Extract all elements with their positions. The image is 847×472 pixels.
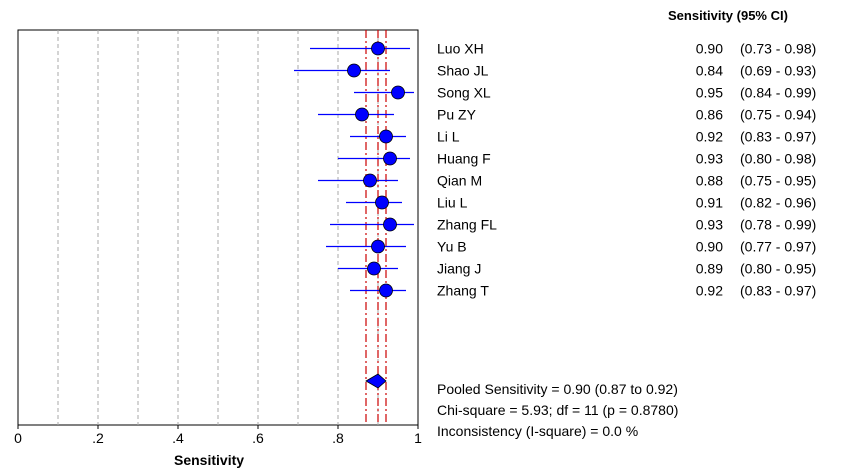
study-value: 0.90 (696, 239, 723, 255)
x-tick-label: .8 (332, 430, 344, 446)
study-value: 0.84 (696, 63, 723, 79)
study-ci-text: (0.73 - 0.98) (740, 41, 816, 57)
study-value: 0.93 (696, 217, 723, 233)
x-axis-title: Sensitivity (174, 452, 245, 468)
study-value: 0.93 (696, 151, 723, 167)
study-value: 0.95 (696, 85, 723, 101)
study-name: Qian M (437, 173, 482, 189)
study-value: 0.89 (696, 261, 723, 277)
study-point (363, 173, 377, 188)
study-name: Luo XH (437, 41, 484, 57)
study-ci-text: (0.83 - 0.97) (740, 283, 816, 299)
study-ci-text: (0.77 - 0.97) (740, 239, 816, 255)
study-ci-text: (0.75 - 0.95) (740, 173, 816, 189)
x-tick-label: .6 (252, 430, 264, 446)
study-point (375, 195, 389, 210)
column-header: Sensitivity (95% CI) (668, 8, 788, 23)
study-name: Yu B (437, 239, 467, 255)
study-value: 0.88 (696, 173, 723, 189)
study-point (383, 151, 397, 166)
study-ci-text: (0.83 - 0.97) (740, 129, 816, 145)
x-tick-label: .2 (92, 430, 104, 446)
study-value: 0.92 (696, 283, 723, 299)
study-point (347, 63, 361, 78)
study-point (379, 129, 393, 144)
study-ci-text: (0.80 - 0.98) (740, 151, 816, 167)
summary-line: Inconsistency (I-square) = 0.0 % (437, 423, 638, 439)
x-tick-label: .4 (172, 430, 184, 446)
study-name: Shao JL (437, 63, 489, 79)
study-value: 0.91 (696, 195, 723, 211)
study-ci-text: (0.84 - 0.99) (740, 85, 816, 101)
study-name: Liu L (437, 195, 468, 211)
study-name: Li L (437, 129, 460, 145)
summary-line: Chi-square = 5.93; df = 11 (p = 0.8780) (437, 402, 678, 418)
study-point (367, 261, 381, 276)
study-name: Song XL (437, 85, 491, 101)
study-name: Zhang T (437, 283, 489, 299)
study-point (391, 85, 405, 100)
study-ci-text: (0.75 - 0.94) (740, 107, 816, 123)
study-point (371, 239, 385, 254)
study-point (355, 107, 369, 122)
study-name: Huang F (437, 151, 491, 167)
study-point (371, 41, 385, 56)
study-point (379, 283, 393, 298)
study-ci-text: (0.78 - 0.99) (740, 217, 816, 233)
summary-line: Pooled Sensitivity = 0.90 (0.87 to 0.92) (437, 381, 678, 397)
study-name: Zhang FL (437, 217, 497, 233)
study-name: Pu ZY (437, 107, 477, 123)
study-ci-text: (0.80 - 0.95) (740, 261, 816, 277)
study-point (383, 217, 397, 232)
pooled-diamond (365, 373, 387, 389)
x-tick-label: 0 (14, 430, 22, 446)
study-value: 0.92 (696, 129, 723, 145)
study-value: 0.86 (696, 107, 723, 123)
study-name: Jiang J (437, 261, 481, 277)
study-value: 0.90 (696, 41, 723, 57)
study-ci-text: (0.69 - 0.93) (740, 63, 816, 79)
x-tick-label: 1 (414, 430, 422, 446)
study-ci-text: (0.82 - 0.96) (740, 195, 816, 211)
